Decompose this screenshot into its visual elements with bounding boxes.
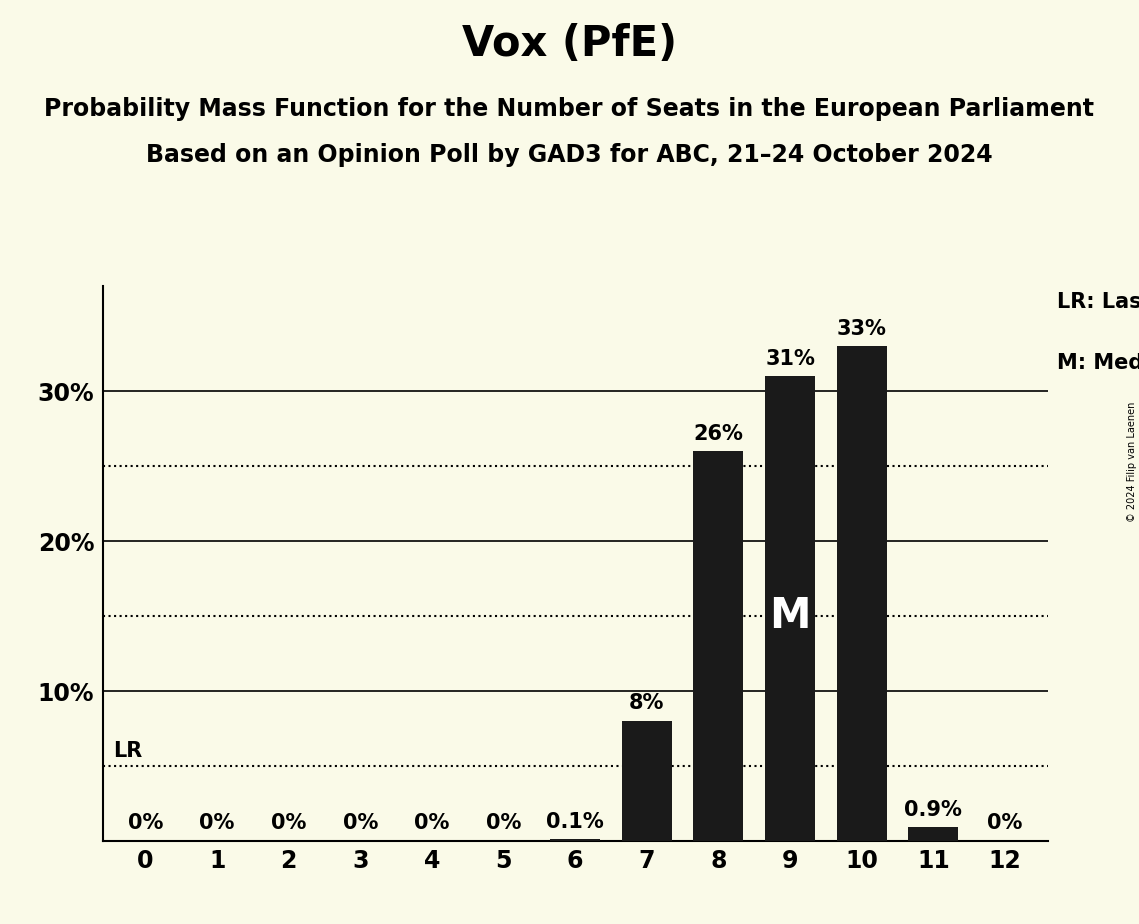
Text: 0.1%: 0.1%: [547, 812, 604, 832]
Bar: [908, 827, 958, 841]
Text: 8%: 8%: [629, 694, 664, 713]
Text: 33%: 33%: [837, 319, 886, 339]
Bar: [765, 376, 816, 841]
Text: LR: LR: [113, 741, 142, 761]
Text: 0%: 0%: [415, 813, 450, 833]
Text: 0%: 0%: [199, 813, 235, 833]
Text: 0.9%: 0.9%: [904, 800, 962, 820]
Text: LR: Last Result: LR: Last Result: [1057, 292, 1139, 312]
Text: © 2024 Filip van Laenen: © 2024 Filip van Laenen: [1126, 402, 1137, 522]
Text: 0%: 0%: [128, 813, 163, 833]
Text: 0%: 0%: [988, 813, 1023, 833]
Text: 0%: 0%: [343, 813, 378, 833]
Text: 0%: 0%: [486, 813, 522, 833]
Text: M: Median: M: Median: [1057, 353, 1139, 373]
Text: Probability Mass Function for the Number of Seats in the European Parliament: Probability Mass Function for the Number…: [44, 97, 1095, 121]
Bar: [622, 721, 672, 841]
Text: Based on an Opinion Poll by GAD3 for ABC, 21–24 October 2024: Based on an Opinion Poll by GAD3 for ABC…: [146, 143, 993, 167]
Text: 31%: 31%: [765, 349, 816, 369]
Text: 26%: 26%: [694, 424, 744, 444]
Bar: [550, 839, 600, 841]
Bar: [694, 451, 744, 841]
Text: 0%: 0%: [271, 813, 306, 833]
Text: M: M: [769, 595, 811, 637]
Text: Vox (PfE): Vox (PfE): [462, 23, 677, 65]
Bar: [837, 346, 887, 841]
